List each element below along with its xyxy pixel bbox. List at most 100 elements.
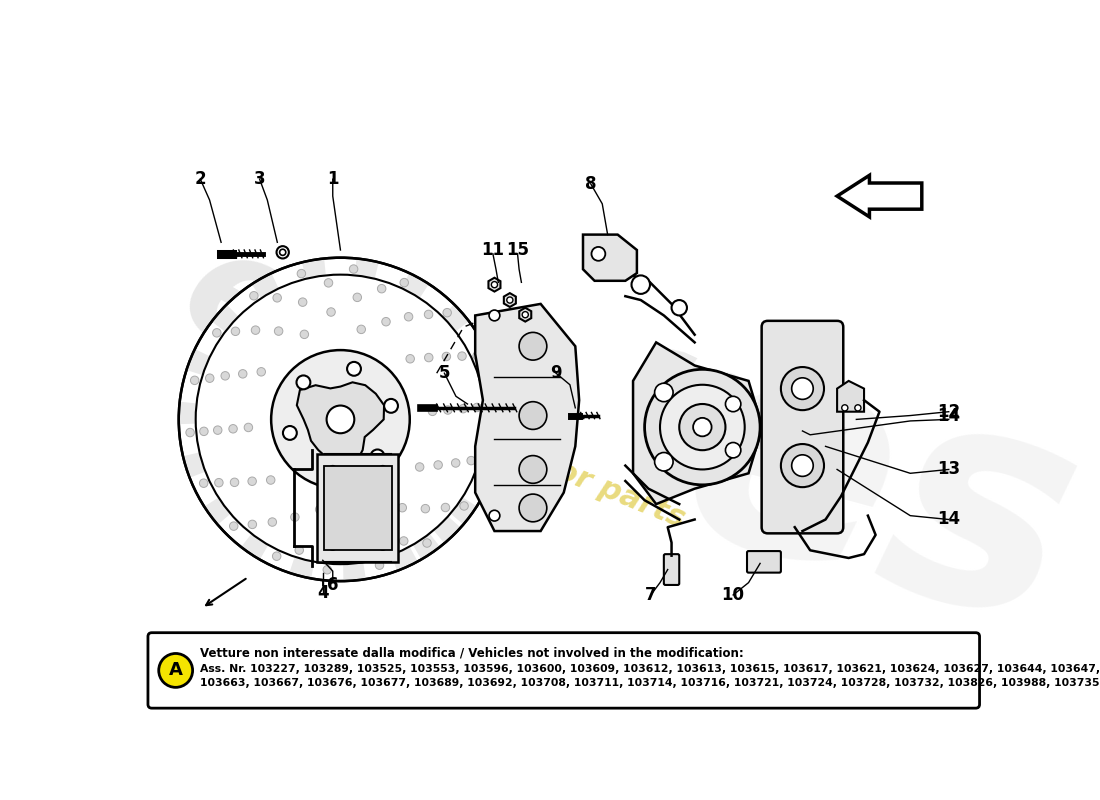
Circle shape: [297, 270, 306, 278]
Circle shape: [416, 462, 424, 471]
Polygon shape: [442, 305, 469, 331]
Circle shape: [212, 329, 221, 337]
Text: 10: 10: [722, 586, 745, 604]
Polygon shape: [475, 304, 580, 531]
Circle shape: [324, 278, 332, 287]
Circle shape: [349, 552, 356, 560]
Polygon shape: [179, 402, 196, 424]
Text: 4: 4: [317, 584, 329, 602]
Circle shape: [250, 291, 258, 300]
Circle shape: [433, 461, 442, 469]
Polygon shape: [434, 517, 460, 542]
Circle shape: [443, 309, 451, 317]
Text: 14: 14: [937, 406, 960, 425]
Circle shape: [492, 282, 497, 288]
Polygon shape: [451, 498, 476, 524]
Polygon shape: [476, 452, 497, 478]
Text: 8: 8: [585, 174, 596, 193]
Text: 14: 14: [937, 510, 960, 529]
Circle shape: [178, 258, 503, 581]
Circle shape: [295, 546, 304, 554]
Circle shape: [199, 479, 208, 487]
Polygon shape: [837, 175, 922, 217]
Circle shape: [371, 450, 384, 463]
Circle shape: [781, 444, 824, 487]
Circle shape: [350, 265, 358, 274]
Circle shape: [519, 494, 547, 522]
Polygon shape: [289, 558, 315, 578]
Circle shape: [327, 406, 354, 434]
Circle shape: [422, 538, 431, 547]
Circle shape: [329, 466, 337, 474]
Circle shape: [268, 518, 276, 526]
Circle shape: [329, 542, 337, 550]
Text: passion for parts: passion for parts: [407, 398, 690, 534]
Circle shape: [855, 405, 861, 411]
Circle shape: [473, 403, 481, 412]
FancyBboxPatch shape: [761, 321, 844, 534]
Circle shape: [428, 407, 437, 415]
Circle shape: [358, 325, 365, 334]
Circle shape: [519, 402, 547, 430]
Circle shape: [781, 367, 824, 410]
Circle shape: [230, 522, 238, 530]
Text: 1: 1: [327, 170, 339, 188]
FancyBboxPatch shape: [747, 551, 781, 573]
Circle shape: [279, 250, 286, 255]
Circle shape: [671, 300, 686, 315]
Polygon shape: [297, 382, 384, 466]
Circle shape: [273, 294, 282, 302]
Text: 3: 3: [254, 170, 265, 188]
Circle shape: [458, 352, 466, 360]
Circle shape: [378, 542, 387, 550]
Polygon shape: [583, 234, 637, 281]
Circle shape: [459, 405, 468, 413]
Circle shape: [486, 402, 495, 410]
Circle shape: [421, 505, 430, 513]
FancyBboxPatch shape: [664, 554, 680, 585]
Circle shape: [266, 476, 275, 484]
Polygon shape: [392, 547, 417, 570]
Circle shape: [443, 406, 452, 414]
Text: es: es: [653, 302, 1100, 690]
Circle shape: [251, 326, 260, 334]
Polygon shape: [184, 453, 205, 478]
Circle shape: [320, 463, 333, 477]
Text: 5: 5: [439, 364, 450, 382]
Circle shape: [473, 351, 482, 360]
Polygon shape: [485, 402, 502, 424]
Text: euro: euro: [155, 211, 587, 550]
Circle shape: [726, 396, 741, 412]
Text: 15: 15: [506, 241, 529, 259]
Circle shape: [660, 385, 745, 470]
Circle shape: [213, 426, 222, 434]
Circle shape: [466, 456, 475, 465]
Circle shape: [300, 330, 309, 338]
Circle shape: [425, 310, 432, 318]
Circle shape: [592, 247, 605, 261]
Polygon shape: [472, 349, 494, 374]
Circle shape: [221, 371, 230, 380]
Polygon shape: [212, 305, 238, 331]
Circle shape: [842, 405, 848, 411]
Text: 7: 7: [645, 586, 657, 604]
Circle shape: [239, 370, 248, 378]
Text: 6: 6: [327, 576, 339, 594]
Circle shape: [190, 376, 199, 385]
Circle shape: [519, 332, 547, 360]
Text: 11: 11: [482, 241, 505, 259]
Text: 12: 12: [937, 402, 960, 421]
Polygon shape: [252, 274, 278, 298]
Circle shape: [196, 274, 485, 564]
Circle shape: [382, 318, 390, 326]
Circle shape: [384, 399, 398, 413]
Circle shape: [298, 298, 307, 306]
Circle shape: [425, 354, 433, 362]
FancyBboxPatch shape: [323, 466, 392, 550]
Circle shape: [348, 362, 361, 376]
Text: 2: 2: [195, 170, 206, 188]
Circle shape: [158, 654, 192, 687]
Circle shape: [272, 350, 410, 489]
Circle shape: [792, 378, 813, 399]
Circle shape: [406, 354, 415, 363]
